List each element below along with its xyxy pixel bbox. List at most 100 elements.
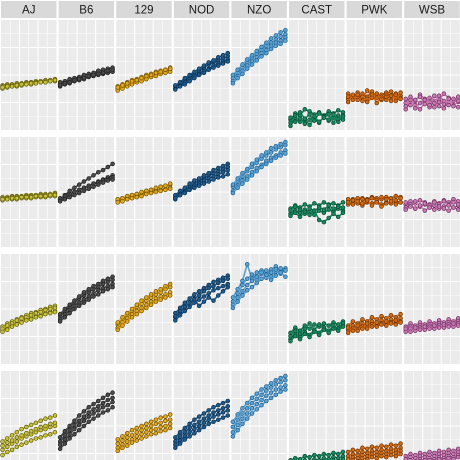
data-point xyxy=(345,449,351,455)
data-point xyxy=(441,91,447,96)
data-point xyxy=(220,415,226,420)
data-point xyxy=(96,71,101,77)
data-point xyxy=(211,58,216,63)
data-point xyxy=(96,403,101,409)
data-point xyxy=(240,421,245,427)
data-point xyxy=(163,187,168,193)
data-point xyxy=(211,419,216,425)
data-point xyxy=(360,94,365,100)
data-point xyxy=(153,421,159,427)
data-point xyxy=(216,408,221,413)
data-point xyxy=(96,182,101,187)
data-point xyxy=(182,82,188,87)
data-point xyxy=(62,196,68,202)
data-point xyxy=(91,416,96,421)
data-point xyxy=(321,327,327,333)
data-point xyxy=(240,411,245,416)
data-point xyxy=(254,401,260,407)
data-point xyxy=(9,433,15,438)
data-point xyxy=(76,422,82,428)
data-point xyxy=(259,387,264,392)
data-point xyxy=(211,177,216,182)
data-point xyxy=(187,187,192,193)
data-point xyxy=(268,277,274,283)
data-point xyxy=(124,319,130,324)
data-point xyxy=(393,318,399,323)
data-point xyxy=(293,210,298,216)
data-point xyxy=(216,165,221,171)
data-point xyxy=(312,322,317,327)
data-point xyxy=(201,173,207,178)
data-point xyxy=(158,69,163,75)
data-point xyxy=(230,182,236,187)
data-point xyxy=(14,429,20,435)
data-point xyxy=(278,34,283,39)
data-point xyxy=(52,309,58,315)
data-point xyxy=(86,297,91,302)
data-point xyxy=(167,66,173,71)
data-point xyxy=(302,453,308,459)
data-point xyxy=(413,325,418,330)
data-point xyxy=(254,168,260,174)
data-point xyxy=(81,414,87,419)
data-point xyxy=(369,195,375,201)
data-point xyxy=(422,208,428,213)
data-point xyxy=(398,96,403,102)
data-point xyxy=(187,425,192,431)
data-point xyxy=(192,417,197,422)
data-point xyxy=(110,390,115,395)
data-point xyxy=(196,66,202,71)
data-point xyxy=(259,153,264,158)
data-point xyxy=(201,420,207,426)
data-point xyxy=(455,207,460,212)
data-point xyxy=(177,188,183,194)
data-point xyxy=(33,420,39,426)
data-point xyxy=(345,330,351,336)
data-point xyxy=(182,437,188,442)
data-point xyxy=(446,102,451,108)
data-point xyxy=(331,450,336,456)
data-point xyxy=(62,315,68,320)
data-point xyxy=(167,412,173,417)
data-point xyxy=(283,38,288,43)
data-point xyxy=(206,285,211,291)
data-point xyxy=(345,456,351,460)
data-point xyxy=(326,330,331,336)
data-point xyxy=(278,375,283,381)
data-point xyxy=(283,268,288,273)
data-point xyxy=(52,305,58,311)
data-point xyxy=(14,444,20,450)
panel-aj-row3 xyxy=(0,254,58,364)
data-point xyxy=(393,443,399,448)
data-point xyxy=(283,27,288,33)
data-point xyxy=(216,412,221,417)
data-point xyxy=(307,117,312,122)
data-point xyxy=(163,423,168,429)
data-point xyxy=(201,294,207,299)
data-point xyxy=(288,115,293,120)
data-point xyxy=(312,452,317,458)
data-point xyxy=(379,194,384,200)
data-point xyxy=(33,193,39,199)
data-point xyxy=(408,97,413,103)
data-point xyxy=(293,333,298,339)
data-point xyxy=(355,323,360,328)
data-point xyxy=(196,183,202,188)
data-point xyxy=(211,404,216,410)
panel-129-row1 xyxy=(115,20,173,130)
data-point xyxy=(211,167,216,173)
data-point xyxy=(388,442,394,447)
data-point xyxy=(384,196,389,202)
data-point xyxy=(364,99,370,105)
data-point xyxy=(427,326,432,331)
data-point xyxy=(81,179,87,184)
data-point xyxy=(249,411,255,416)
data-point xyxy=(268,36,274,41)
data-point xyxy=(5,196,10,202)
data-point xyxy=(446,96,451,102)
data-point xyxy=(369,444,375,450)
data-point xyxy=(273,273,279,278)
data-point xyxy=(47,432,53,437)
data-point xyxy=(76,76,82,82)
data-point xyxy=(355,328,360,334)
